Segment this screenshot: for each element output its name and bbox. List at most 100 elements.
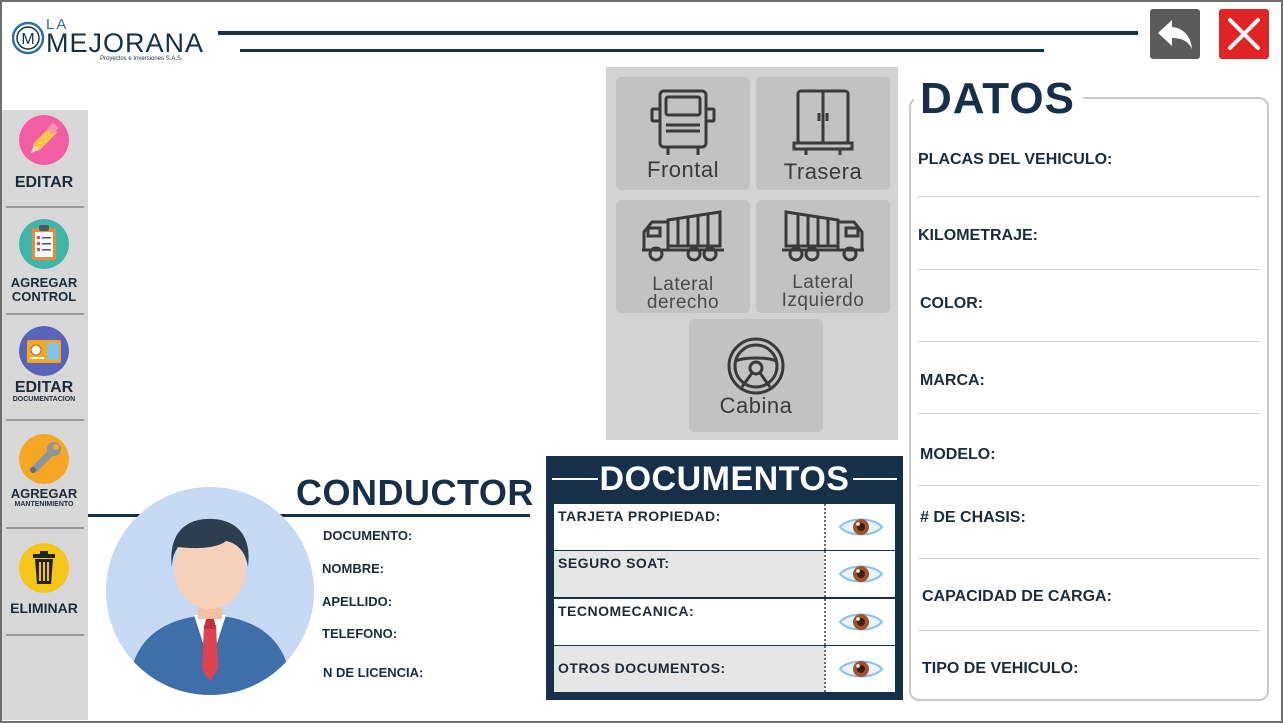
datos-field-capacidad[interactable]: CAPACIDAD DE CARGA: xyxy=(918,586,1260,631)
datos-label: COLOR: xyxy=(920,295,984,312)
view-soat-button[interactable] xyxy=(824,551,895,597)
photo-lateral-derecho-label-2: derecho xyxy=(646,292,720,313)
add-control-label-2: CONTROL xyxy=(11,289,77,304)
trash-icon xyxy=(19,543,69,593)
photo-frontal-label: Frontal xyxy=(647,157,719,182)
truck-side-left-icon xyxy=(782,210,864,262)
truck-rear-icon xyxy=(792,89,854,155)
photo-lateral-izquierdo-button[interactable]: Lateral Izquierdo xyxy=(756,200,890,313)
person-icon xyxy=(106,487,314,695)
add-maintenance-button[interactable]: AGREGAR MANTENIMIENTO xyxy=(4,434,84,509)
sidebar-divider xyxy=(6,527,84,529)
add-control-label-1: AGREGAR xyxy=(10,275,78,290)
driver-avatar xyxy=(106,487,314,695)
logo-text-sub: Proyectos e Inversiones S.A.S. xyxy=(100,56,183,62)
documentos-panel: DOCUMENTOS TARJETA PROPIEDAD: SEGURO SOA… xyxy=(546,456,903,700)
conductor-label-nombre: NOMBRE: xyxy=(322,561,385,576)
doc-row-otros: OTROS DOCUMENTOS: xyxy=(554,646,895,692)
doc-row-tecnomecanica: TECNOMECANICA: xyxy=(554,599,895,645)
sidebar-divider xyxy=(6,419,84,421)
datos-label: PLACAS DEL VEHICULO: xyxy=(918,151,1113,168)
edit-documentation-sublabel: DOCUMENTACION xyxy=(12,396,76,403)
pencil-icon xyxy=(19,115,69,165)
back-arrow-icon xyxy=(1158,20,1192,49)
documentos-rule-left xyxy=(552,478,598,480)
datos-field-chasis[interactable]: # DE CHASIS: xyxy=(918,507,1260,559)
doc-label: TECNOMECANICA: xyxy=(558,603,695,619)
add-maintenance-sublabel: MANTENIMIENTO xyxy=(14,501,74,508)
datos-field-placas[interactable]: PLACAS DEL VEHICULO: xyxy=(918,148,1260,197)
datos-label: CAPACIDAD DE CARGA: xyxy=(922,588,1112,605)
datos-field-kilometraje[interactable]: KILOMETRAJE: xyxy=(918,224,1260,270)
sidebar-divider xyxy=(6,634,84,636)
svg-text:M: M xyxy=(21,31,34,48)
logo-text-main: MEJORANA xyxy=(46,28,205,58)
photo-lateral-izquierdo-label-2: Izquierdo xyxy=(781,290,865,311)
conductor-label-documento: DOCUMENTO: xyxy=(323,528,413,543)
doc-label: OTROS DOCUMENTOS: xyxy=(558,660,726,676)
edit-label: EDITAR xyxy=(14,174,74,191)
datos-field-modelo[interactable]: MODELO: xyxy=(918,444,1260,486)
view-otros-button[interactable] xyxy=(824,646,895,692)
id-card-icon xyxy=(19,326,69,376)
header-line-top xyxy=(218,31,1138,35)
back-button[interactable] xyxy=(1150,9,1200,59)
steering-wheel-icon xyxy=(727,337,785,395)
doc-label: SEGURO SOAT: xyxy=(558,555,670,571)
delete-button[interactable]: ELIMINAR xyxy=(4,543,84,615)
truck-side-right-icon xyxy=(642,210,724,262)
conductor-label-licencia: N DE LICENCIA: xyxy=(323,665,424,680)
datos-title: DATOS xyxy=(914,74,1083,124)
add-maintenance-label: AGREGAR xyxy=(10,486,78,501)
eye-icon xyxy=(838,565,884,583)
sidebar-divider xyxy=(6,313,84,315)
sidebar-divider xyxy=(6,206,84,208)
datos-label: TIPO DE VEHICULO: xyxy=(922,660,1079,677)
edit-button[interactable]: EDITAR xyxy=(4,115,84,191)
datos-label: MODELO: xyxy=(920,446,996,463)
datos-field-color[interactable]: COLOR: xyxy=(918,293,1260,342)
photo-lateral-izquierdo-label-1: Lateral xyxy=(792,272,854,293)
edit-documentation-label: EDITAR xyxy=(14,379,74,396)
conductor-label-telefono: TELEFONO: xyxy=(322,626,398,641)
add-control-button[interactable]: AGREGAR CONTROL xyxy=(4,219,84,304)
datos-label: KILOMETRAJE: xyxy=(918,227,1038,244)
header-line-bottom xyxy=(240,49,1044,52)
conductor-divider xyxy=(88,514,530,517)
eye-icon xyxy=(838,660,884,678)
photo-lateral-derecho-label-1: Lateral xyxy=(652,274,714,295)
conductor-title: CONDUCTOR xyxy=(296,472,534,513)
doc-label: TARJETA PROPIEDAD: xyxy=(558,508,721,524)
datos-panel xyxy=(909,97,1269,701)
eye-icon xyxy=(838,613,884,631)
datos-field-tipo[interactable]: TIPO DE VEHICULO: xyxy=(918,659,1260,689)
datos-label: # DE CHASIS: xyxy=(920,509,1026,526)
photo-cabina-button[interactable]: Cabina xyxy=(689,319,823,432)
photo-cabina-label: Cabina xyxy=(719,393,793,418)
doc-row-soat: SEGURO SOAT: xyxy=(554,551,895,597)
documentos-rule-right xyxy=(853,478,897,480)
conductor-label-apellido: APELLIDO: xyxy=(322,594,393,609)
photo-frontal-button[interactable]: Frontal xyxy=(616,77,750,190)
eye-icon xyxy=(838,518,884,536)
sidebar xyxy=(2,80,88,720)
photo-trasera-button[interactable]: Trasera xyxy=(756,77,890,190)
doc-row-tarjeta: TARJETA PROPIEDAD: xyxy=(554,504,895,550)
checklist-icon xyxy=(19,219,69,269)
photo-lateral-derecho-button[interactable]: Lateral derecho xyxy=(616,200,750,313)
view-tarjeta-button[interactable] xyxy=(824,504,895,550)
close-button[interactable] xyxy=(1219,9,1269,59)
logo-text-top: LA xyxy=(46,16,69,33)
edit-documentation-button[interactable]: EDITAR DOCUMENTACION xyxy=(4,326,84,404)
datos-label: MARCA: xyxy=(920,372,985,389)
sidebar-cap xyxy=(2,2,216,110)
close-icon xyxy=(1228,18,1260,50)
view-tecnomecanica-button[interactable] xyxy=(824,599,895,645)
documentos-title: DOCUMENTOS xyxy=(599,460,850,498)
datos-field-marca[interactable]: MARCA: xyxy=(918,370,1260,414)
delete-label: ELIMINAR xyxy=(10,600,78,616)
wrench-icon xyxy=(19,434,69,484)
truck-front-icon xyxy=(650,89,716,155)
photo-trasera-label: Trasera xyxy=(783,159,863,184)
